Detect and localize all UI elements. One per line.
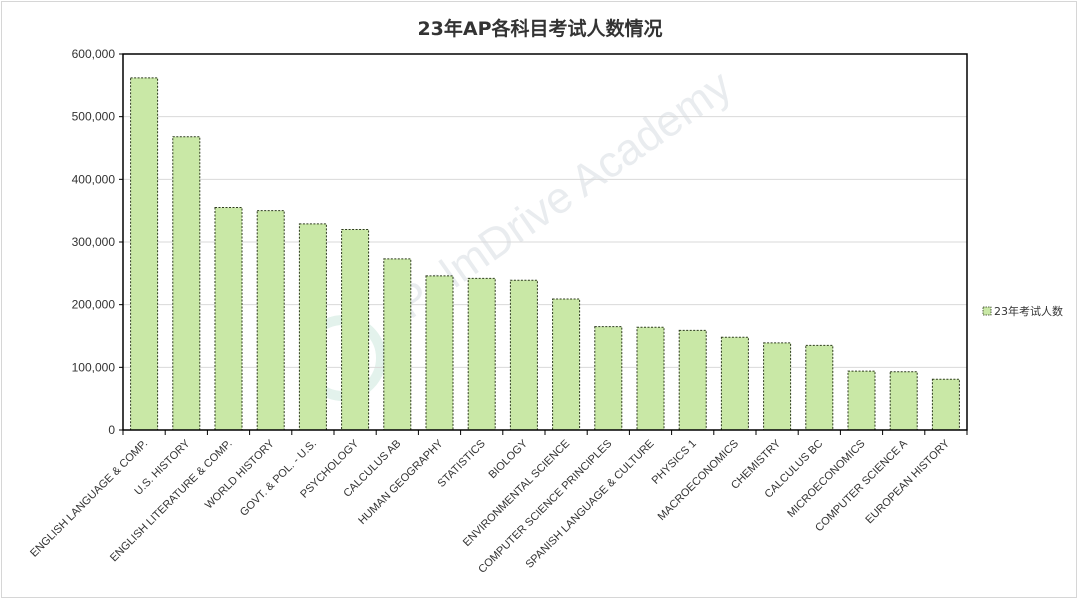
bar: [298, 223, 327, 431]
bars: [130, 77, 960, 431]
chart-title: 23年AP各科目考试人数情况: [417, 17, 662, 40]
y-tick-label: 300,000: [72, 235, 116, 249]
x-tick-labels: ENGLISH LANGUAGE & COMP.U.S. HISTORYENGL…: [28, 437, 952, 576]
bar: [130, 77, 159, 431]
bar: [341, 228, 370, 431]
x-tick-label: BIOLOGY: [487, 437, 531, 481]
y-tick-labels: 0 100,000 200,000 300,000 400,000 500,000 600,…: [72, 47, 116, 437]
bar: [383, 258, 412, 431]
bar: [425, 275, 454, 431]
bar: [636, 326, 665, 431]
bar: [172, 136, 201, 431]
bar: [467, 277, 496, 431]
legend: 23年考试人数: [982, 304, 1063, 318]
axes: [119, 53, 968, 435]
bar: [805, 344, 834, 431]
bar: [214, 207, 243, 431]
y-tick-label: 400,000: [72, 172, 116, 186]
bar: [509, 279, 538, 431]
bar: [847, 370, 876, 431]
y-tick-label: 100,000: [72, 360, 116, 374]
y-tick-label: 600,000: [72, 47, 116, 61]
x-tick-label: MICROECONOMICS: [785, 438, 867, 520]
bar: [256, 210, 285, 431]
bar: [763, 342, 792, 431]
bar: [931, 378, 960, 431]
bar: [889, 371, 918, 431]
bar: [594, 326, 623, 431]
x-tick-label: EUROPEAN HISTORY: [863, 437, 952, 526]
y-tick-label: 0: [108, 423, 115, 437]
y-tick-label: 500,000: [72, 110, 116, 124]
legend-label: 23年考试人数: [994, 304, 1063, 318]
y-tick-label: 200,000: [72, 298, 116, 312]
bar: [552, 298, 581, 431]
x-tick-label: MACROECONOMICS: [656, 438, 741, 523]
x-tick-label: GOVT. & POL. - U.S.: [238, 438, 319, 519]
bar: [678, 329, 707, 431]
x-tick-label: HUMAN GEOGRAPHY: [356, 437, 446, 527]
legend-swatch: [982, 306, 992, 316]
bar: [720, 336, 749, 431]
